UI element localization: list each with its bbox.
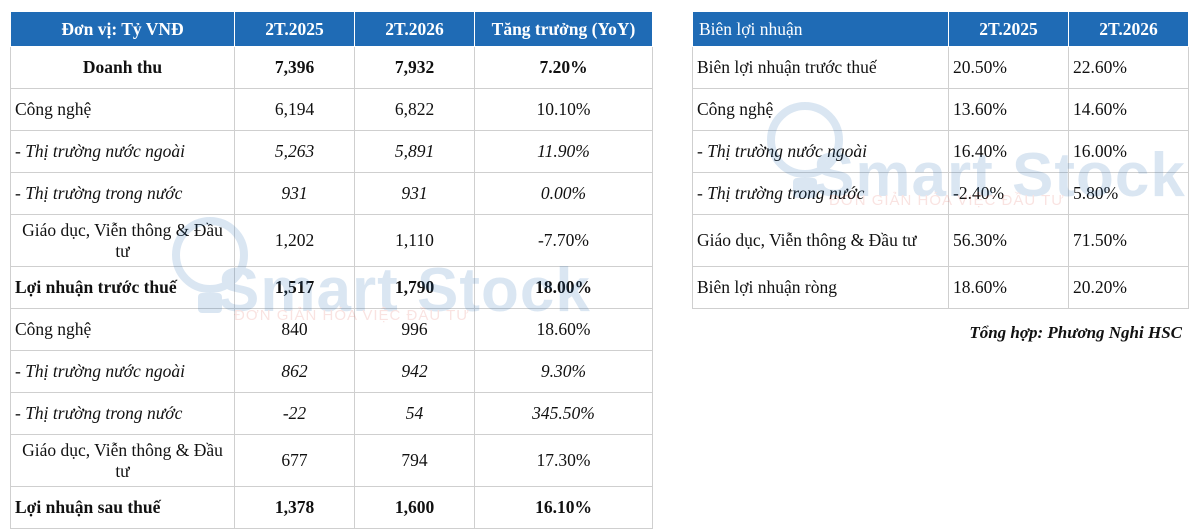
header-2t2026: 2T.2026 (1068, 11, 1189, 47)
cell-2t2025: 677 (234, 434, 355, 487)
cell-2t2025: 18.60% (948, 266, 1069, 309)
cell-2t2025: -2.40% (948, 172, 1069, 215)
cell-2t2025: 840 (234, 308, 355, 351)
row-label: - Thị trường nước ngoài (10, 350, 235, 393)
row-label: Biên lợi nhuận ròng (692, 266, 949, 309)
header-unit: Đơn vị: Tỷ VNĐ (10, 11, 235, 47)
table-row: Lợi nhuận sau thuế 1,378 1,600 16.10% (10, 486, 653, 529)
cell-growth: 9.30% (474, 350, 653, 393)
table-row: Công nghệ 6,194 6,822 10.10% (10, 88, 653, 131)
cell-2t2025: -22 (234, 392, 355, 435)
cell-2t2026: 931 (354, 172, 475, 215)
cell-2t2025: 13.60% (948, 88, 1069, 131)
cell-2t2025: 7,396 (234, 46, 355, 89)
revenue-profit-table: Đơn vị: Tỷ VNĐ 2T.2025 2T.2026 Tăng trưở… (10, 11, 653, 529)
cell-2t2025: 1,378 (234, 486, 355, 529)
profit-margin-table: Biên lợi nhuận 2T.2025 2T.2026 Biên lợi … (692, 11, 1189, 309)
cell-2t2026: 14.60% (1068, 88, 1189, 131)
table-row: - Thị trường trong nước -2.40% 5.80% (692, 172, 1189, 215)
cell-2t2025: 1,202 (234, 214, 355, 267)
row-label: Giáo dục, Viễn thông & Đầu tư (10, 434, 235, 487)
cell-2t2026: 71.50% (1068, 214, 1189, 267)
cell-2t2026: 22.60% (1068, 46, 1189, 89)
header-growth: Tăng trưởng (YoY) (474, 11, 653, 47)
table-row: Biên lợi nhuận trước thuế 20.50% 22.60% (692, 46, 1189, 89)
table-row: - Thị trường nước ngoài 5,263 5,891 11.9… (10, 130, 653, 173)
cell-growth: 18.60% (474, 308, 653, 351)
row-label: - Thị trường trong nước (692, 172, 949, 215)
cell-2t2026: 54 (354, 392, 475, 435)
cell-2t2026: 7,932 (354, 46, 475, 89)
table-row: Công nghệ 840 996 18.60% (10, 308, 653, 351)
row-label: Doanh thu (10, 46, 235, 89)
cell-growth: 11.90% (474, 130, 653, 173)
table-row: Công nghệ 13.60% 14.60% (692, 88, 1189, 131)
cell-2t2025: 862 (234, 350, 355, 393)
cell-2t2026: 5,891 (354, 130, 475, 173)
source-note: Tổng hợp: Phương Nghi HSC (969, 323, 1182, 342)
cell-2t2026: 20.20% (1068, 266, 1189, 309)
row-label: - Thị trường nước ngoài (10, 130, 235, 173)
cell-growth: -7.70% (474, 214, 653, 267)
cell-growth: 10.10% (474, 88, 653, 131)
row-label: Công nghệ (692, 88, 949, 131)
cell-2t2025: 5,263 (234, 130, 355, 173)
row-label: Công nghệ (10, 308, 235, 351)
table-row: - Thị trường nước ngoài 16.40% 16.00% (692, 130, 1189, 173)
cell-2t2026: 794 (354, 434, 475, 487)
table-row: Giáo dục, Viễn thông & Đầu tư 56.30% 71.… (692, 214, 1189, 267)
table-header-row: Đơn vị: Tỷ VNĐ 2T.2025 2T.2026 Tăng trưở… (10, 11, 653, 47)
table-row: - Thị trường trong nước -22 54 345.50% (10, 392, 653, 435)
row-label: - Thị trường trong nước (10, 172, 235, 215)
table-row: Biên lợi nhuận ròng 18.60% 20.20% (692, 266, 1189, 309)
cell-2t2026: 942 (354, 350, 475, 393)
row-label: - Thị trường trong nước (10, 392, 235, 435)
cell-growth: 345.50% (474, 392, 653, 435)
cell-growth: 7.20% (474, 46, 653, 89)
row-label: Lợi nhuận sau thuế (10, 486, 235, 529)
table-row: Giáo dục, Viễn thông & Đầu tư 677 794 17… (10, 434, 653, 487)
table-row: Doanh thu 7,396 7,932 7.20% (10, 46, 653, 89)
row-label: Lợi nhuận trước thuế (10, 266, 235, 309)
cell-2t2025: 1,517 (234, 266, 355, 309)
cell-2t2025: 20.50% (948, 46, 1069, 89)
row-label: Công nghệ (10, 88, 235, 131)
cell-2t2026: 1,790 (354, 266, 475, 309)
table-header-row: Biên lợi nhuận 2T.2025 2T.2026 (692, 11, 1189, 47)
row-label: Biên lợi nhuận trước thuế (692, 46, 949, 89)
header-2t2025: 2T.2025 (948, 11, 1069, 47)
table-row: - Thị trường trong nước 931 931 0.00% (10, 172, 653, 215)
cell-2t2026: 1,600 (354, 486, 475, 529)
cell-2t2026: 5.80% (1068, 172, 1189, 215)
table-row: - Thị trường nước ngoài 862 942 9.30% (10, 350, 653, 393)
cell-growth: 17.30% (474, 434, 653, 487)
cell-2t2025: 931 (234, 172, 355, 215)
row-label: Giáo dục, Viễn thông & Đầu tư (692, 214, 949, 267)
cell-2t2025: 56.30% (948, 214, 1069, 267)
table-row: Giáo dục, Viễn thông & Đầu tư 1,202 1,11… (10, 214, 653, 267)
cell-2t2025: 16.40% (948, 130, 1069, 173)
row-label: - Thị trường nước ngoài (692, 130, 949, 173)
header-2t2026: 2T.2026 (354, 11, 475, 47)
cell-2t2026: 996 (354, 308, 475, 351)
cell-2t2026: 6,822 (354, 88, 475, 131)
cell-growth: 0.00% (474, 172, 653, 215)
cell-2t2026: 1,110 (354, 214, 475, 267)
cell-growth: 18.00% (474, 266, 653, 309)
row-label: Giáo dục, Viễn thông & Đầu tư (10, 214, 235, 267)
header-margin: Biên lợi nhuận (692, 11, 949, 47)
cell-growth: 16.10% (474, 486, 653, 529)
cell-2t2026: 16.00% (1068, 130, 1189, 173)
cell-2t2025: 6,194 (234, 88, 355, 131)
header-2t2025: 2T.2025 (234, 11, 355, 47)
table-row: Lợi nhuận trước thuế 1,517 1,790 18.00% (10, 266, 653, 309)
